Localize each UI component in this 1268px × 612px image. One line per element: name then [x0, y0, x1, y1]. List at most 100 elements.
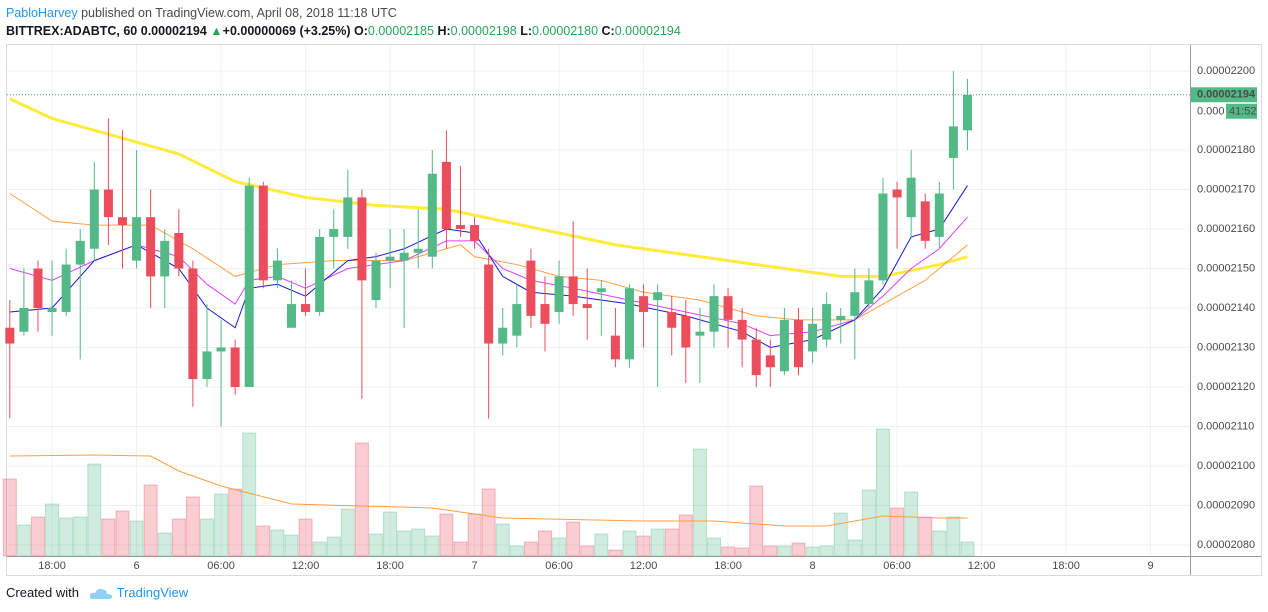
candle-body	[427, 173, 437, 257]
logo	[89, 588, 112, 599]
x-tick-label: 06:00	[883, 560, 911, 572]
candle-body	[526, 260, 536, 316]
volume-bar	[749, 485, 764, 557]
volume-bar	[368, 533, 383, 557]
candle-body	[329, 229, 339, 237]
c-label: C:	[601, 24, 615, 38]
candle-body	[160, 240, 170, 277]
volume-bar	[735, 547, 750, 557]
volume-bar	[214, 493, 229, 557]
volume-bar	[847, 539, 862, 557]
candle-body	[484, 264, 494, 344]
volume-bar	[706, 537, 721, 557]
candle-body	[399, 252, 409, 261]
volume-bar	[101, 518, 116, 557]
x-tick-label: 7	[472, 560, 478, 572]
x-tick-label: 12:00	[292, 560, 320, 572]
volume-bar	[523, 541, 538, 557]
volume-bar	[171, 518, 186, 557]
candle-body	[5, 327, 15, 344]
y-tick-label: 0.00002170	[1197, 183, 1255, 195]
volume-bar	[115, 510, 130, 557]
candle-body	[962, 94, 972, 131]
volume-bar	[622, 530, 637, 557]
candle-body	[878, 193, 888, 281]
x-tick-label: 9	[1148, 560, 1154, 572]
candle-body	[230, 347, 240, 387]
candle-body	[413, 248, 423, 253]
candle-body	[568, 276, 578, 305]
volume-bar	[2, 478, 17, 557]
candle-body	[244, 185, 254, 387]
author[interactable]: PabloHarvey	[6, 6, 78, 20]
x-tick-label: 06:00	[545, 560, 573, 572]
candle-body	[808, 323, 818, 352]
low: 0.00002180	[532, 24, 599, 38]
brand[interactable]: TradingView	[116, 585, 189, 600]
candle-body	[61, 264, 71, 312]
volume-bar	[833, 512, 848, 557]
y-tick-label: 0.00002120	[1197, 381, 1255, 393]
volume-bar	[270, 529, 285, 557]
candle-body	[385, 256, 395, 261]
volume-bar	[932, 530, 947, 557]
x-tick-label: 18:00	[714, 560, 742, 572]
volume-bar	[481, 488, 496, 557]
volume-bar	[861, 489, 876, 557]
volume-bar	[397, 530, 412, 557]
candle-body	[301, 304, 311, 312]
x-tick-label: 8	[810, 560, 816, 572]
candle-body	[89, 189, 99, 249]
candle-body	[737, 319, 747, 340]
last: 0.00002194	[140, 24, 207, 38]
volume-bar	[918, 516, 933, 557]
volume-bar	[890, 507, 905, 557]
volume-bar	[453, 541, 468, 557]
x-tick-label: 18:00	[38, 560, 66, 572]
volume-bar	[16, 524, 31, 557]
volume-average	[9, 454, 968, 527]
y-tick-label: 0.00002160	[1197, 223, 1255, 235]
candle-body	[850, 292, 860, 316]
o-label: O:	[354, 24, 368, 38]
candle-body	[272, 260, 282, 281]
candle-body	[441, 161, 451, 230]
candle-body	[793, 319, 803, 368]
y-tick-label: 0.00002130	[1197, 341, 1255, 353]
frame	[6, 44, 1262, 576]
published: published on TradingView.com, April 08, …	[81, 6, 397, 20]
volume-bar	[326, 536, 341, 557]
volume-bar	[59, 517, 74, 557]
volume-bar	[904, 491, 919, 557]
x-tick-label: 18:00	[376, 560, 404, 572]
volume-bar	[805, 546, 820, 557]
candle-body	[357, 197, 367, 281]
volume-bar	[298, 518, 313, 557]
volume-bar	[566, 521, 581, 557]
candle-body	[822, 304, 832, 340]
open: 0.00002185	[367, 24, 434, 38]
volume-bar	[608, 549, 623, 557]
h-label: H:	[437, 24, 451, 38]
x-tick-label: 12:00	[630, 560, 658, 572]
y-tick-label: 0.00002180	[1197, 144, 1255, 156]
candle-body	[371, 260, 381, 301]
candle-body	[315, 236, 325, 312]
volume-bar	[411, 528, 426, 557]
covered-tick: 0.000	[1197, 106, 1225, 118]
candle-body	[146, 217, 156, 277]
y-tick-label: 0.00002200	[1197, 65, 1255, 77]
volume-bar	[439, 513, 454, 557]
candle-body	[343, 197, 353, 237]
volume-bar	[819, 545, 834, 557]
candle-body	[470, 225, 480, 241]
y-tick-label: 0.00002140	[1197, 302, 1255, 314]
header: PabloHarvey published on TradingView.com…	[6, 4, 681, 40]
candle-body	[948, 126, 958, 158]
candle-body	[216, 347, 226, 352]
volume-bar	[875, 428, 890, 557]
x-tick-label: 6	[134, 560, 140, 572]
candle-body	[258, 185, 268, 281]
